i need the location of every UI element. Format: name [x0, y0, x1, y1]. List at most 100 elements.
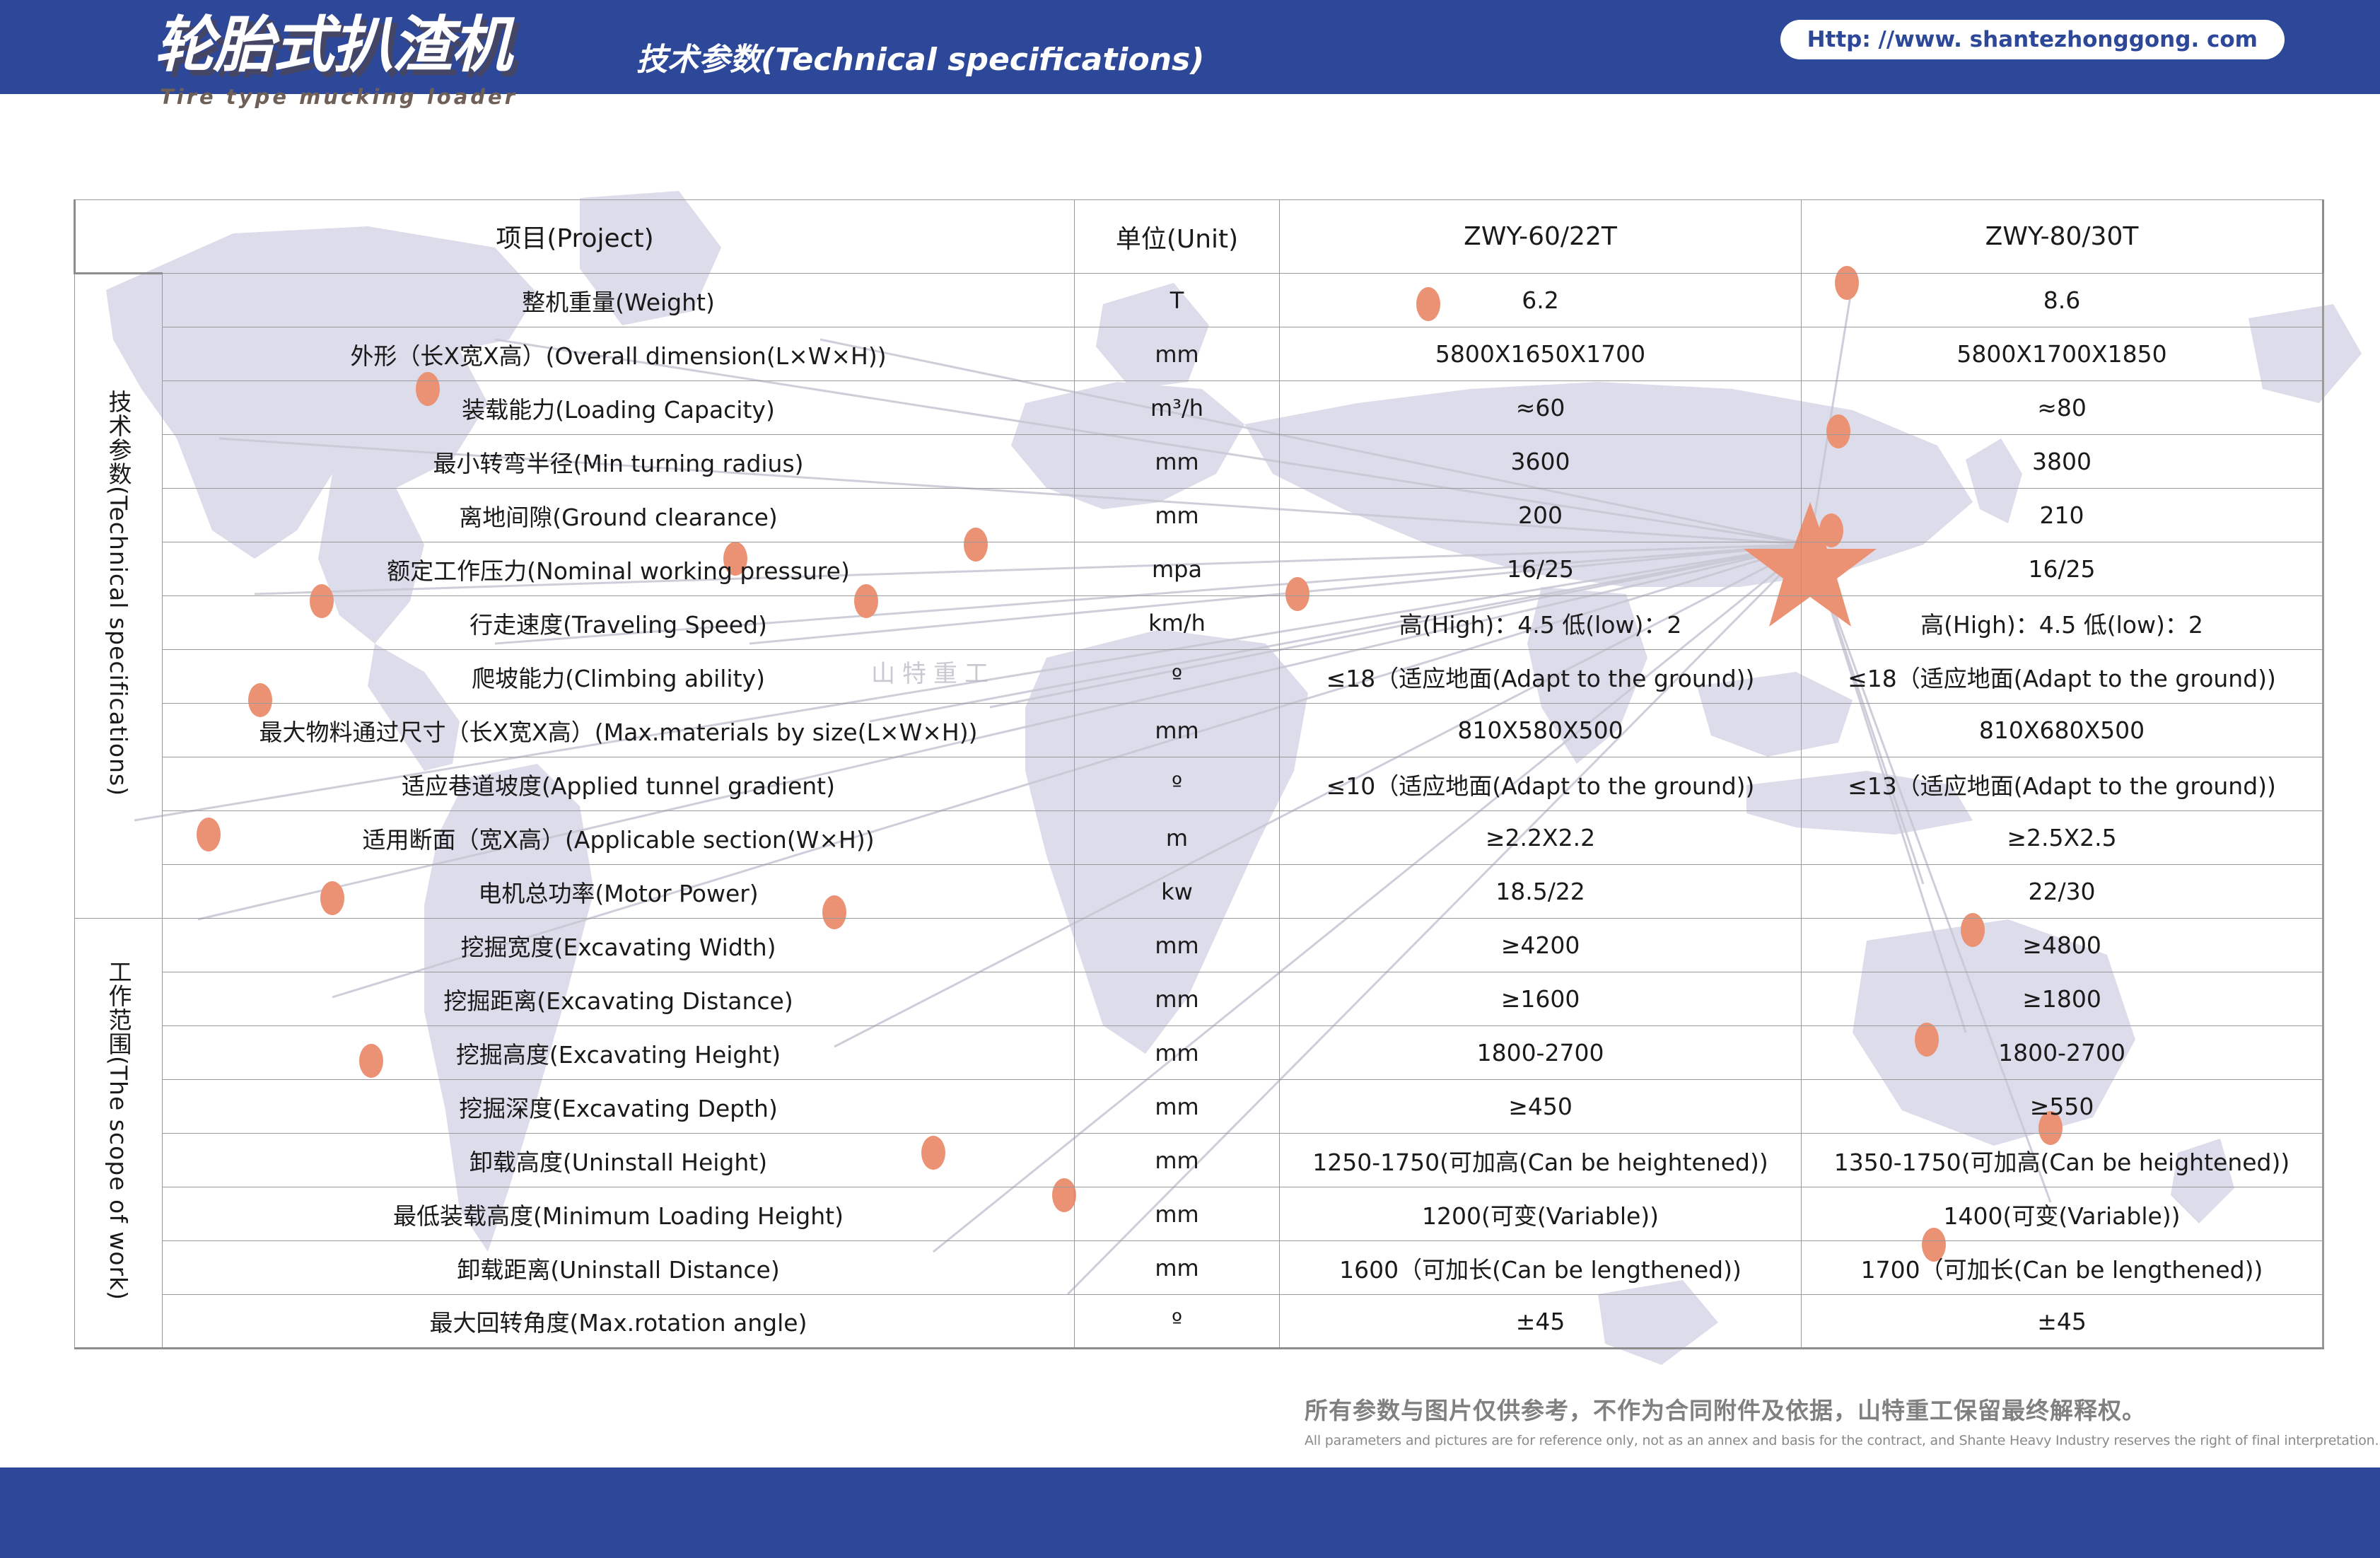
table-row: 爬坡能力(Climbing ability) º ≤18（适应地面(Adapt … — [75, 649, 2325, 704]
table-row: 外形（长X宽X高）(Overall dimension(L×W×H)) mm 5… — [75, 327, 2325, 381]
table-row: 技术参数(Technical specifications) 整机重量(Weig… — [74, 272, 2325, 919]
row-value-model-2: 1350-1750(可加高(Can be heightened)) — [1801, 1133, 2325, 1187]
row-value-model-1: 5800X1650X1700 — [1279, 327, 1802, 381]
row-value-model-1: 高(High)：4.5 低(low)：2 — [1279, 595, 1802, 650]
table-row: 挖掘高度(Excavating Height) mm 1800-2700 180… — [75, 1025, 2325, 1080]
row-item-label: 离地间隙(Ground clearance) — [161, 488, 1075, 542]
table-row: 适应巷道坡度(Applied tunnel gradient) º ≤10（适应… — [75, 757, 2325, 811]
row-value-model-1: ≤10（适应地面(Adapt to the ground)) — [1279, 757, 1802, 811]
row-value-model-1: 16/25 — [1279, 542, 1802, 596]
row-unit: mm — [1074, 918, 1281, 972]
row-value-model-1: 6.2 — [1279, 273, 1802, 327]
row-item-label: 挖掘距离(Excavating Distance) — [161, 972, 1075, 1026]
row-item-label: 行走速度(Traveling Speed) — [161, 595, 1075, 650]
table-row: 挖掘距离(Excavating Distance) mm ≥1600 ≥1800 — [75, 972, 2325, 1026]
section-label-text: 工作范围(The scope of work) — [105, 959, 132, 1301]
row-unit: km/h — [1074, 595, 1281, 650]
row-value-model-1: ±45 — [1279, 1294, 1802, 1349]
row-unit: mm — [1074, 1025, 1281, 1080]
row-value-model-2: 高(High)：4.5 低(low)：2 — [1801, 595, 2325, 650]
row-value-model-2: 1400(可变(Variable)) — [1801, 1187, 2325, 1241]
row-item-label: 爬坡能力(Climbing ability) — [161, 649, 1075, 704]
brand-title-cn: 轮胎式扒渣机 — [154, 10, 512, 81]
column-header-model-2: ZWY-80/30T — [1801, 199, 2325, 274]
row-unit: º — [1074, 1294, 1281, 1349]
row-item-label: 外形（长X宽X高）(Overall dimension(L×W×H)) — [161, 327, 1075, 381]
specifications-table: 项目(Project) 单位(Unit) ZWY-60/22T ZWY-80/3… — [73, 199, 2325, 1349]
row-item-label: 挖掘高度(Excavating Height) — [161, 1025, 1075, 1080]
table-row: 适用断面（宽X高）(Applicable section(W×H)) m ≥2.… — [75, 810, 2325, 865]
row-value-model-2: 8.6 — [1801, 273, 2325, 327]
row-value-model-2: 210 — [1801, 488, 2325, 542]
table-row: 电机总功率(Motor Power) kw 18.5/22 22/30 — [75, 864, 2325, 919]
footer-disclaimer-cn: 所有参数与图片仅供参考，不作为合同附件及依据，山特重工保留最终解释权。 — [1305, 1397, 2146, 1424]
row-value-model-1: 1600（可加长(Can be lengthened)) — [1279, 1240, 1802, 1295]
footer-disclaimer: 所有参数与图片仅供参考，不作为合同附件及依据，山特重工保留最终解释权。 All … — [1305, 1392, 2379, 1448]
row-value-model-1: ≥2.2X2.2 — [1279, 810, 1802, 865]
row-value-model-1: 3600 — [1279, 434, 1802, 489]
row-item-label: 额定工作压力(Nominal working pressure) — [161, 542, 1075, 596]
row-unit: mpa — [1074, 542, 1281, 596]
row-unit: mm — [1074, 972, 1281, 1026]
row-unit: º — [1074, 649, 1281, 704]
row-value-model-1: ≥4200 — [1279, 918, 1802, 972]
row-value-model-2: ≈80 — [1801, 380, 2325, 435]
row-value-model-2: ≤13（适应地面(Adapt to the ground)) — [1801, 757, 2325, 811]
row-value-model-2: 16/25 — [1801, 542, 2325, 596]
row-item-label: 最低装载高度(Minimum Loading Height) — [161, 1187, 1075, 1241]
row-unit: º — [1074, 757, 1281, 811]
section-label-scope-of-work: 工作范围(The scope of work) — [74, 918, 163, 1349]
brand-subtitle-en: Tire type mucking loader — [160, 85, 518, 109]
row-item-label: 挖掘深度(Excavating Depth) — [161, 1079, 1075, 1134]
table-row: 最大物料通过尺寸（长X宽X高）(Max.materials by size(L×… — [75, 703, 2325, 757]
row-value-model-2: ≥2.5X2.5 — [1801, 810, 2325, 865]
column-header-project: 项目(Project) — [73, 199, 1075, 274]
row-unit: mm — [1074, 1079, 1281, 1134]
row-item-label: 最大回转角度(Max.rotation angle) — [161, 1294, 1075, 1349]
row-value-model-2: ≥550 — [1801, 1079, 2325, 1134]
specifications-table-container: 项目(Project) 单位(Unit) ZWY-60/22T ZWY-80/3… — [73, 199, 2325, 1349]
table-header: 项目(Project) 单位(Unit) ZWY-60/22T ZWY-80/3… — [73, 199, 2325, 274]
row-unit: mm — [1074, 327, 1281, 381]
row-value-model-2: ≥1800 — [1801, 972, 2325, 1026]
page-title: 技术参数(Technical specifications) — [636, 42, 1205, 78]
row-value-model-2: ≥4800 — [1801, 918, 2325, 972]
row-unit: mm — [1074, 434, 1281, 489]
table-row: 装载能力(Loading Capacity) m³/h ≈60 ≈80 — [75, 380, 2325, 435]
table-row: 挖掘深度(Excavating Depth) mm ≥450 ≥550 — [75, 1079, 2325, 1134]
row-unit: mm — [1074, 1187, 1281, 1241]
row-value-model-2: 810X680X500 — [1801, 703, 2325, 757]
row-item-label: 卸载距离(Uninstall Distance) — [161, 1240, 1075, 1295]
column-header-model-1: ZWY-60/22T — [1279, 199, 1802, 274]
website-url-pill[interactable]: Http: //www. shantezhonggong. com — [1780, 20, 2285, 59]
row-value-model-1: 1250-1750(可加高(Can be heightened)) — [1279, 1133, 1802, 1187]
row-value-model-2: 3800 — [1801, 434, 2325, 489]
section-label-text: 技术参数(Technical specifications) — [105, 390, 132, 797]
row-value-model-2: 1800-2700 — [1801, 1025, 2325, 1080]
row-unit: mm — [1074, 1240, 1281, 1295]
row-value-model-2: 22/30 — [1801, 864, 2325, 919]
table-body: 技术参数(Technical specifications) 整机重量(Weig… — [74, 272, 2325, 1349]
row-item-label: 整机重量(Weight) — [161, 273, 1075, 327]
row-value-model-1: 810X580X500 — [1279, 703, 1802, 757]
row-unit: mm — [1074, 488, 1281, 542]
row-value-model-2: ±45 — [1801, 1294, 2325, 1349]
row-unit: m³/h — [1074, 380, 1281, 435]
row-unit: m — [1074, 810, 1281, 865]
row-value-model-2: ≤18（适应地面(Adapt to the ground)) — [1801, 649, 2325, 704]
row-value-model-1: ≤18（适应地面(Adapt to the ground)) — [1279, 649, 1802, 704]
row-value-model-1: ≥450 — [1279, 1079, 1802, 1134]
table-row: 最小转弯半径(Min turning radius) mm 3600 3800 — [75, 434, 2325, 489]
row-item-label: 卸载高度(Uninstall Height) — [161, 1133, 1075, 1187]
bottom-banner — [0, 1467, 2380, 1558]
table-header-row: 项目(Project) 单位(Unit) ZWY-60/22T ZWY-80/3… — [73, 199, 2325, 274]
row-value-model-1: 1800-2700 — [1279, 1025, 1802, 1080]
table-row: 卸载距离(Uninstall Distance) mm 1600（可加长(Can… — [75, 1240, 2325, 1295]
brand-block: 轮胎式扒渣机 Tire type mucking loader — [154, 8, 593, 150]
row-item-label: 装载能力(Loading Capacity) — [161, 380, 1075, 435]
table-row: 额定工作压力(Nominal working pressure) mpa 16/… — [75, 542, 2325, 596]
table-row: 最大回转角度(Max.rotation angle) º ±45 ±45 — [75, 1294, 2325, 1349]
row-item-label: 最小转弯半径(Min turning radius) — [161, 434, 1075, 489]
row-item-label: 最大物料通过尺寸（长X宽X高）(Max.materials by size(L×… — [161, 703, 1075, 757]
